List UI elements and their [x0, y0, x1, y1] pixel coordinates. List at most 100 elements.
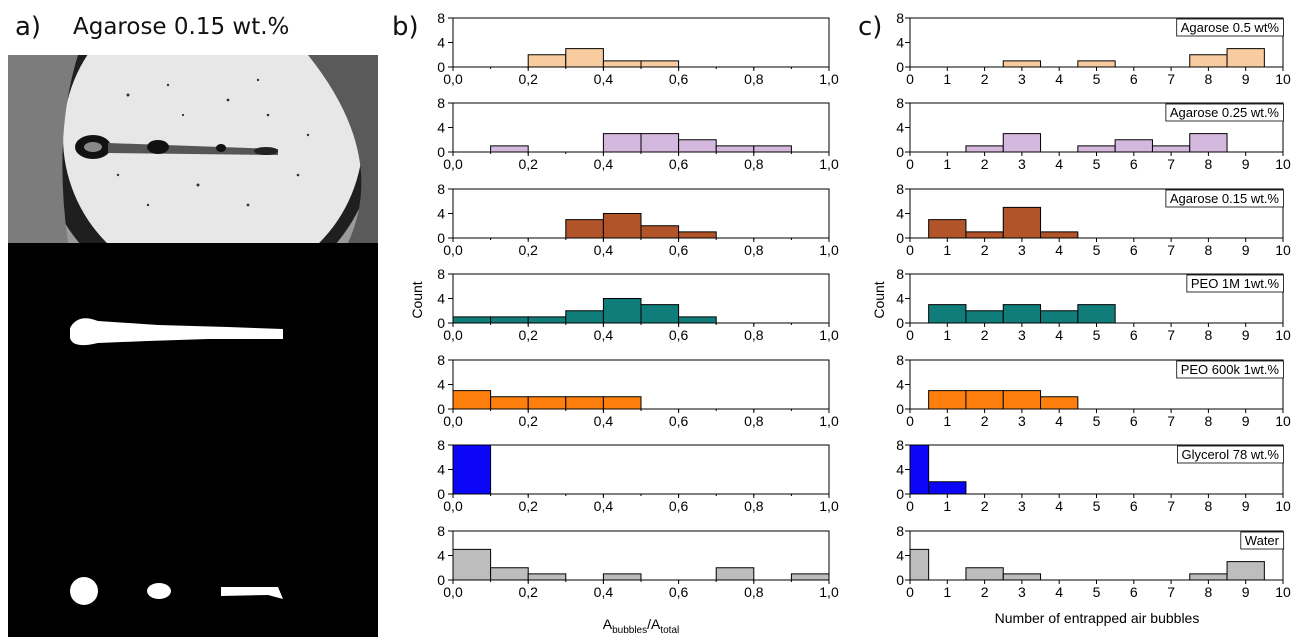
- c-bar: [965, 310, 1004, 324]
- c-xtick-label: 8: [1205, 327, 1213, 343]
- b-xtick-label: 0,0: [443, 584, 463, 600]
- b-bar: [565, 48, 604, 68]
- c-xtick-label: 1: [943, 327, 951, 343]
- b-xtick-label: 0,2: [518, 498, 538, 514]
- b-xtick-label: 0,0: [443, 71, 463, 87]
- b-xtick-label: 0,8: [744, 327, 764, 343]
- c-xtick-label: 0: [906, 584, 914, 600]
- c-xtick-label: 9: [1242, 498, 1250, 514]
- c-bar: [909, 444, 930, 495]
- c-bar: [1226, 48, 1265, 68]
- c-bar: [1226, 561, 1265, 581]
- b-bar: [452, 548, 492, 581]
- c-bar: [1002, 304, 1042, 324]
- c-bar: [1189, 133, 1228, 153]
- b-ytick-label: 4: [437, 548, 445, 564]
- b-ytick-label: 8: [437, 181, 445, 197]
- b-plot-frame: [452, 17, 830, 68]
- c-ytick-label: 4: [896, 35, 904, 51]
- c-xtick-label: 3: [1018, 71, 1026, 87]
- c-xtick-label: 6: [1130, 413, 1138, 429]
- b-xtick-label: 1,0: [819, 242, 839, 258]
- c-ytick-label: 8: [896, 10, 904, 26]
- b-ytick-label: 4: [437, 35, 445, 51]
- b-xtick-label: 0,6: [669, 156, 689, 172]
- c-xtick-label: 1: [943, 71, 951, 87]
- b-xtick-label: 1,0: [819, 498, 839, 514]
- c-bar: [1077, 60, 1116, 68]
- c-xtick-label: 7: [1167, 413, 1175, 429]
- c-bar: [1002, 390, 1042, 410]
- b-xtick-label: 0,0: [443, 413, 463, 429]
- b-xtick-label: 0,6: [669, 498, 689, 514]
- c-ytick-label: 8: [896, 437, 904, 453]
- legend-box: [1177, 445, 1284, 464]
- c-bar: [1077, 304, 1116, 324]
- c-subplot-6: 0 4 8 0 1 2 3 4 5 6 7 8 9 10 Glycerol 78 wt.%: [896, 437, 1291, 514]
- c-ytick-label: 0: [896, 59, 904, 75]
- b-xtick-label: 0,6: [669, 584, 689, 600]
- c-bar: [928, 304, 967, 324]
- c-xtick-label: 4: [1055, 498, 1063, 514]
- c-xtick-label: 4: [1055, 156, 1063, 172]
- c-xtick-label: 0: [906, 71, 914, 87]
- legend-box: [1165, 103, 1284, 122]
- c-xtick-label: 8: [1205, 498, 1213, 514]
- c-bar: [965, 231, 1004, 239]
- b-bar: [490, 396, 529, 410]
- c-bar: [928, 481, 967, 495]
- b-bar: [790, 573, 830, 581]
- panel-a-label: a): [15, 12, 42, 42]
- c-xtick-label: 9: [1242, 413, 1250, 429]
- b-bar: [490, 567, 529, 581]
- c-ytick-label: 0: [896, 230, 904, 246]
- b-plot-frame: [452, 444, 830, 495]
- c-xtick-label: 7: [1167, 71, 1175, 87]
- c-xtick-label: 0: [906, 498, 914, 514]
- legend-label: Glycerol 78 wt.%: [1181, 447, 1279, 462]
- b-bar: [452, 316, 492, 324]
- c-xtick-label: 8: [1205, 242, 1213, 258]
- c-xtick-label: 8: [1205, 71, 1213, 87]
- b-ytick-label: 8: [437, 266, 445, 282]
- c-xtick-label: 3: [1018, 413, 1026, 429]
- c-ytick-label: 8: [896, 95, 904, 111]
- b-bar: [527, 316, 567, 324]
- b-bar: [565, 219, 604, 239]
- c-ytick-label: 8: [896, 266, 904, 282]
- b-xtick-label: 0,0: [443, 327, 463, 343]
- b-bar: [565, 310, 604, 324]
- c-xtick-label: 5: [1093, 584, 1101, 600]
- binary-mask-photo: [8, 243, 378, 637]
- c-xtick-label: 7: [1167, 327, 1175, 343]
- legend-label: Agarose 0.25 wt.%: [1170, 105, 1280, 120]
- c-ytick-label: 8: [896, 352, 904, 368]
- b-bar: [715, 567, 755, 581]
- raw-photo: [8, 55, 378, 243]
- c-xtick-label: 0: [906, 413, 914, 429]
- c-xtick-label: 6: [1130, 71, 1138, 87]
- c-bar: [1114, 139, 1153, 153]
- c-xtick-label: 3: [1018, 498, 1026, 514]
- legend-box: [1186, 274, 1284, 293]
- b-xtick-label: 0,8: [744, 498, 764, 514]
- b-xtick-label: 0,8: [744, 413, 764, 429]
- c-xtick-label: 8: [1205, 413, 1213, 429]
- c-xtick-label: 7: [1167, 584, 1175, 600]
- sample-images: [8, 55, 378, 637]
- c-xtick-label: 5: [1093, 71, 1101, 87]
- c-xtick-label: 9: [1242, 327, 1250, 343]
- b-bar: [565, 396, 604, 410]
- c-ytick-label: 4: [896, 291, 904, 307]
- b-xtick-label: 0,2: [518, 413, 538, 429]
- b-bar: [602, 133, 642, 153]
- b-bar: [602, 396, 642, 410]
- binary-mask-drawing: [70, 318, 283, 605]
- c-xtick-label: 0: [906, 327, 914, 343]
- b-xtick-label: 1,0: [819, 413, 839, 429]
- c-xtick-label: 6: [1130, 498, 1138, 514]
- c-xtick-label: 5: [1093, 327, 1101, 343]
- c-subplot-1: 0 4 8 0 1 2 3 4 5 6 7 8 9 10 Agarose 0.5 wt%: [896, 10, 1291, 87]
- b-subplot-4: 0 4 8 0,0 0,2 0,4 0,6 0,8 1,0: [437, 266, 839, 343]
- c-ytick-label: 4: [896, 462, 904, 478]
